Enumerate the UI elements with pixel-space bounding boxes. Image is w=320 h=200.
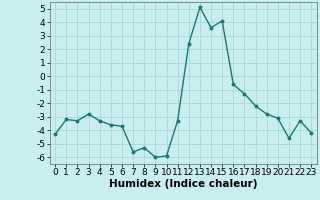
X-axis label: Humidex (Indice chaleur): Humidex (Indice chaleur) [109,179,258,189]
